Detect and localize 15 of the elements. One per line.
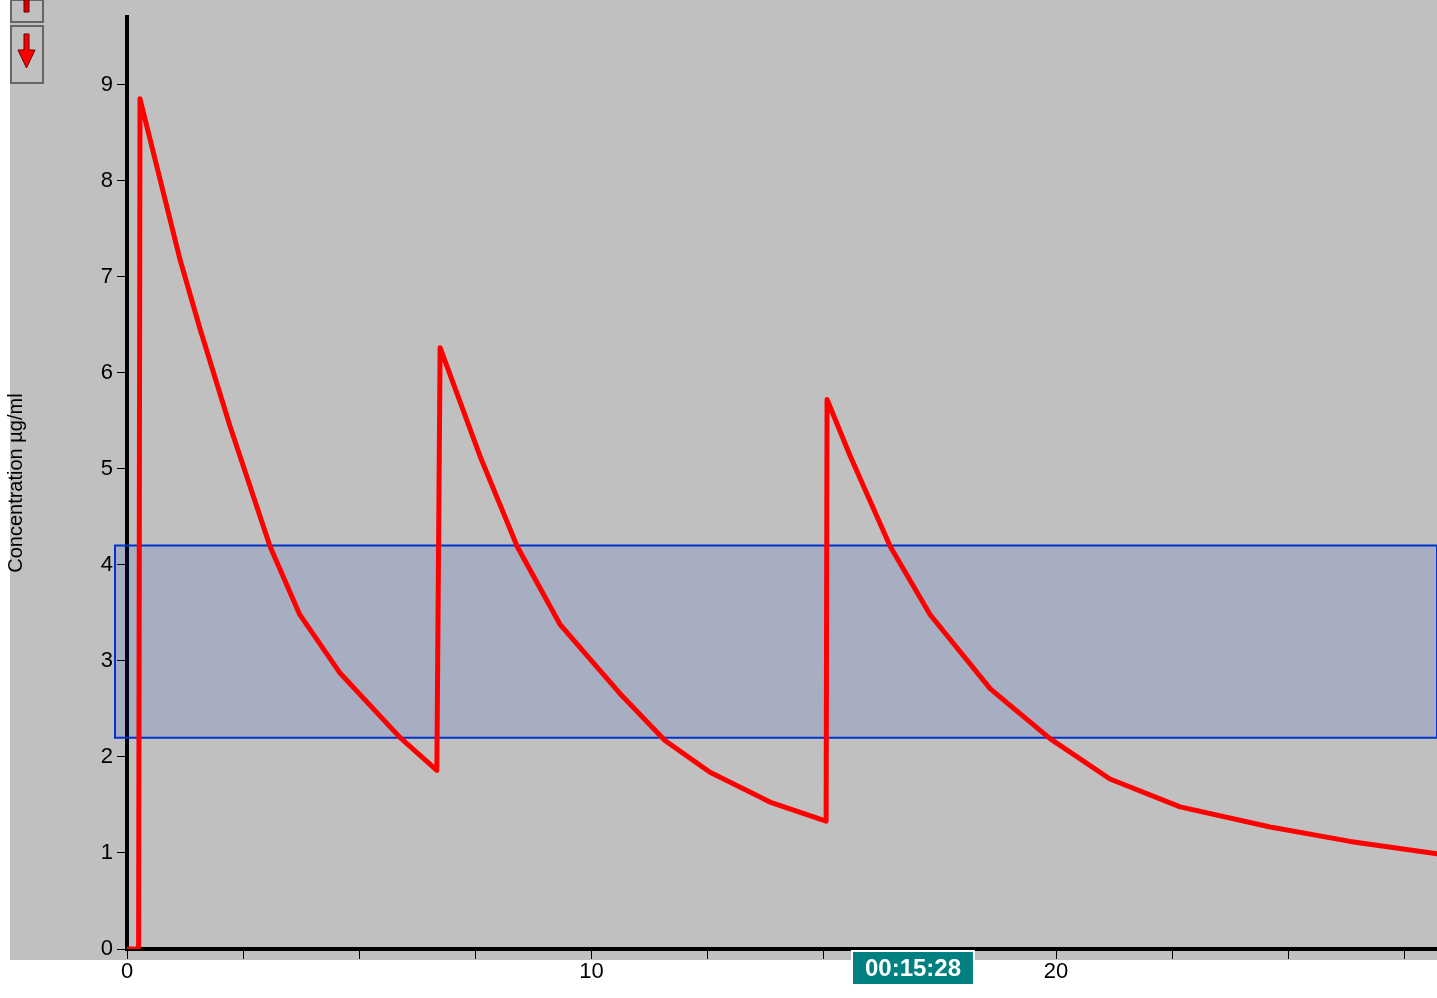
- y-tick-label: 8: [100, 166, 113, 192]
- y-axis-title: Concentration µg/ml: [3, 393, 26, 573]
- x-tick-label: 0: [120, 958, 134, 984]
- y-tick-label: 1: [100, 839, 113, 864]
- x-tick-label: 10: [579, 958, 604, 984]
- y-tick-label: 3: [100, 646, 113, 672]
- y-tick-label: 4: [100, 550, 113, 576]
- x-tick-label: 20: [1043, 958, 1069, 984]
- y-tick-label: 2: [100, 742, 113, 768]
- y-tick-label: 0: [100, 935, 113, 961]
- y-tick-label: 9: [100, 70, 113, 96]
- y-tick-label: 6: [100, 358, 113, 384]
- text: 00:15:28: [850, 950, 976, 986]
- y-tick-label: 5: [100, 454, 113, 480]
- y-tick-label: 7: [100, 262, 113, 288]
